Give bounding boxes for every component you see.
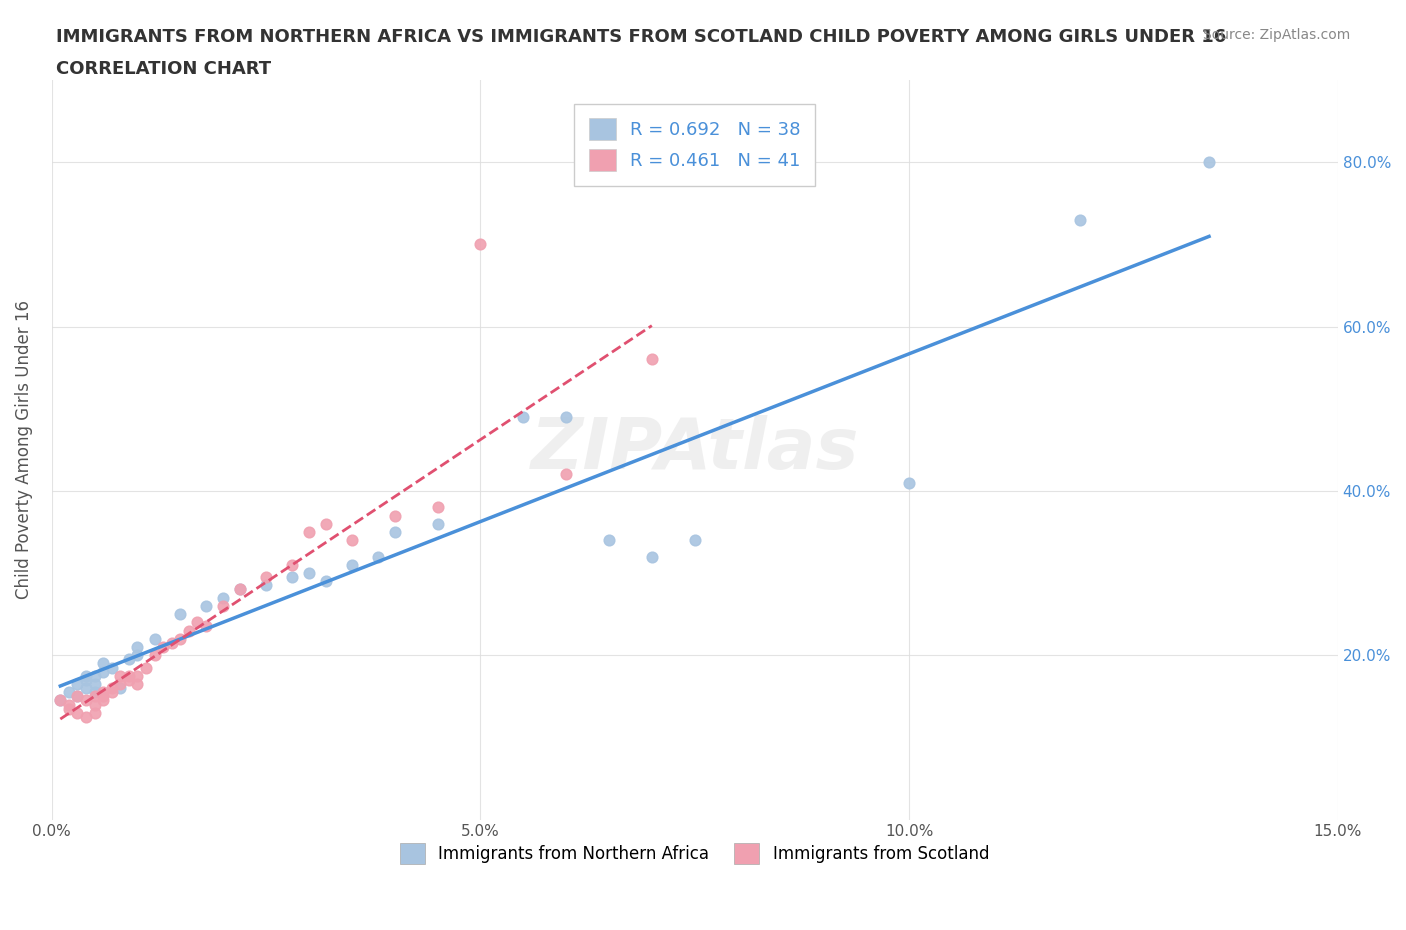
- Point: [75, 710, 97, 724]
- Point: [75, 681, 97, 696]
- Point: [75, 693, 97, 708]
- Point: [100, 660, 122, 675]
- Point: [91, 693, 114, 708]
- Point: [512, 409, 534, 424]
- Point: [127, 640, 149, 655]
- Point: [110, 681, 132, 696]
- Point: [100, 681, 122, 696]
- Point: [83, 669, 105, 684]
- Point: [315, 574, 337, 589]
- Point: [127, 669, 149, 684]
- Point: [66, 689, 89, 704]
- Point: [229, 582, 252, 597]
- Point: [143, 648, 166, 663]
- Point: [66, 676, 89, 691]
- Point: [298, 565, 321, 580]
- Point: [555, 467, 578, 482]
- Point: [470, 237, 492, 252]
- Point: [195, 619, 218, 634]
- Point: [100, 684, 122, 699]
- Point: [91, 684, 114, 699]
- Point: [384, 525, 406, 539]
- Point: [212, 599, 235, 614]
- Point: [254, 578, 277, 592]
- Point: [641, 352, 664, 367]
- Point: [152, 640, 174, 655]
- Legend: Immigrants from Northern Africa, Immigrants from Scotland: Immigrants from Northern Africa, Immigra…: [394, 837, 995, 870]
- Point: [315, 516, 337, 531]
- Point: [160, 635, 183, 650]
- Point: [110, 676, 132, 691]
- Text: CORRELATION CHART: CORRELATION CHART: [56, 60, 271, 78]
- Point: [169, 631, 191, 646]
- Point: [83, 689, 105, 704]
- Point: [83, 676, 105, 691]
- Text: IMMIGRANTS FROM NORTHERN AFRICA VS IMMIGRANTS FROM SCOTLAND CHILD POVERTY AMONG : IMMIGRANTS FROM NORTHERN AFRICA VS IMMIG…: [56, 28, 1226, 46]
- Point: [49, 693, 72, 708]
- Point: [598, 533, 620, 548]
- Point: [177, 623, 200, 638]
- Point: [1069, 212, 1091, 227]
- Y-axis label: Child Poverty Among Girls Under 16: Child Poverty Among Girls Under 16: [15, 300, 32, 599]
- Point: [340, 557, 363, 572]
- Point: [118, 672, 141, 687]
- Point: [75, 669, 97, 684]
- Point: [898, 475, 921, 490]
- Point: [1198, 154, 1220, 169]
- Point: [186, 615, 208, 630]
- Point: [281, 570, 304, 585]
- Point: [212, 591, 235, 605]
- Point: [641, 550, 664, 565]
- Point: [118, 669, 141, 684]
- Point: [83, 684, 105, 699]
- Point: [340, 533, 363, 548]
- Point: [229, 582, 252, 597]
- Point: [298, 525, 321, 539]
- Point: [127, 676, 149, 691]
- Point: [195, 599, 218, 614]
- Point: [135, 660, 157, 675]
- Text: ZIPAtlas: ZIPAtlas: [530, 416, 859, 485]
- Point: [58, 701, 80, 716]
- Point: [384, 508, 406, 523]
- Point: [49, 693, 72, 708]
- Point: [66, 705, 89, 720]
- Point: [118, 652, 141, 667]
- Point: [127, 648, 149, 663]
- Text: Source: ZipAtlas.com: Source: ZipAtlas.com: [1202, 28, 1350, 42]
- Point: [91, 664, 114, 679]
- Point: [66, 689, 89, 704]
- Point: [426, 500, 449, 515]
- Point: [683, 533, 706, 548]
- Point: [91, 656, 114, 671]
- Point: [83, 698, 105, 712]
- Point: [83, 705, 105, 720]
- Point: [58, 698, 80, 712]
- Point: [366, 550, 388, 565]
- Point: [91, 689, 114, 704]
- Point: [110, 669, 132, 684]
- Point: [426, 516, 449, 531]
- Point: [58, 684, 80, 699]
- Point: [75, 672, 97, 687]
- Point: [254, 570, 277, 585]
- Point: [281, 557, 304, 572]
- Point: [555, 409, 578, 424]
- Point: [143, 631, 166, 646]
- Point: [169, 606, 191, 621]
